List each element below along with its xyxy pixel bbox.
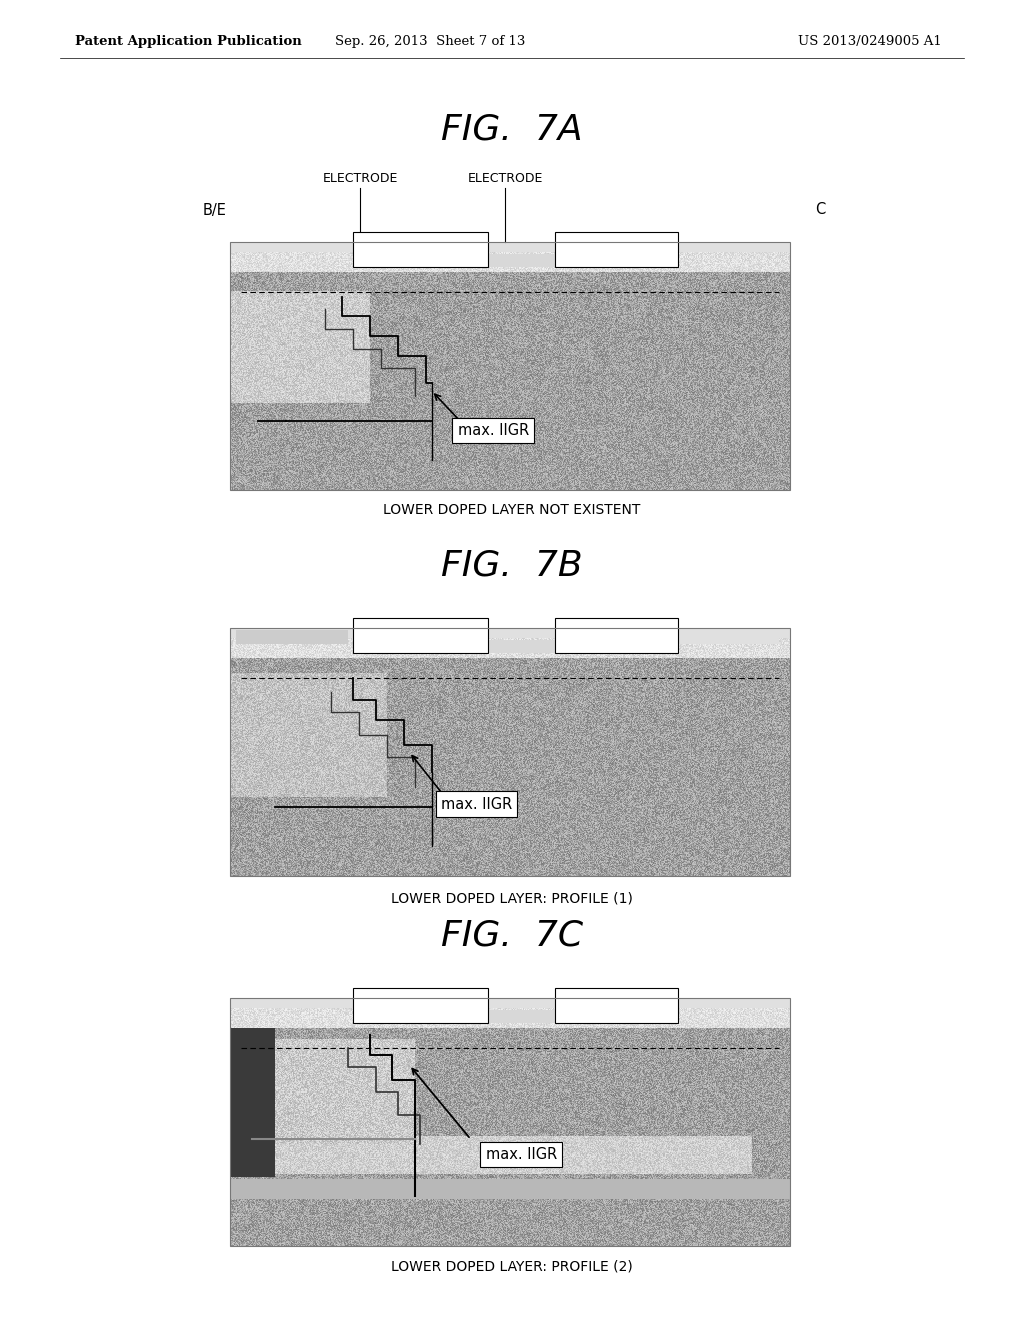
Text: LOWER DOPED LAYER: PROFILE (1): LOWER DOPED LAYER: PROFILE (1): [391, 891, 633, 906]
Bar: [353, 618, 487, 653]
Bar: [353, 989, 487, 1023]
Bar: [230, 628, 790, 639]
Bar: [555, 989, 678, 1023]
Bar: [230, 1179, 790, 1199]
Text: B/E: B/E: [203, 202, 227, 218]
Bar: [230, 242, 790, 490]
Text: ELECTRODE: ELECTRODE: [467, 172, 543, 185]
Bar: [353, 232, 487, 267]
Bar: [236, 631, 347, 644]
Bar: [230, 1028, 274, 1176]
Text: Patent Application Publication: Patent Application Publication: [75, 36, 302, 49]
Text: ELECTRODE: ELECTRODE: [323, 172, 397, 185]
Bar: [487, 1010, 555, 1023]
Text: FIG.  7B: FIG. 7B: [441, 548, 583, 582]
Text: Sep. 26, 2013  Sheet 7 of 13: Sep. 26, 2013 Sheet 7 of 13: [335, 36, 525, 49]
Text: US 2013/0249005 A1: US 2013/0249005 A1: [798, 36, 942, 49]
Text: max. IIGR: max. IIGR: [458, 422, 528, 438]
Bar: [230, 628, 790, 876]
Text: LOWER DOPED LAYER NOT EXISTENT: LOWER DOPED LAYER NOT EXISTENT: [383, 503, 641, 517]
Bar: [555, 618, 678, 653]
Text: max. IIGR: max. IIGR: [440, 796, 512, 812]
Bar: [230, 998, 790, 1246]
Text: max. IIGR: max. IIGR: [485, 1147, 557, 1162]
Text: C: C: [815, 202, 825, 218]
Bar: [555, 232, 678, 267]
Bar: [230, 242, 790, 252]
Text: LOWER DOPED LAYER: PROFILE (2): LOWER DOPED LAYER: PROFILE (2): [391, 1261, 633, 1274]
Bar: [230, 998, 790, 1008]
Bar: [487, 253, 555, 267]
Bar: [487, 640, 555, 653]
Text: FIG.  7A: FIG. 7A: [441, 114, 583, 147]
Text: FIG.  7C: FIG. 7C: [441, 917, 583, 952]
Bar: [678, 631, 779, 644]
